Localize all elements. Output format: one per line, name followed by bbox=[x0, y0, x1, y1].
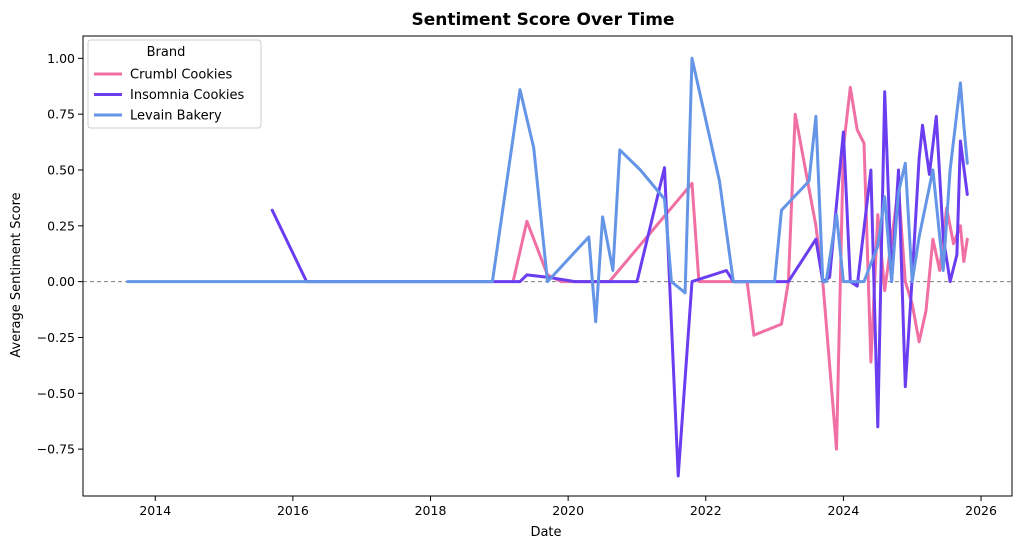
plot-area bbox=[83, 56, 1012, 478]
y-tick-label: 0.75 bbox=[47, 107, 75, 122]
y-tick-label: −0.75 bbox=[37, 442, 75, 457]
legend-box bbox=[87, 39, 262, 129]
x-tick-label: 2014 bbox=[139, 503, 171, 518]
x-axis: 2014 2016 2018 2020 2022 2024 2026 bbox=[139, 496, 997, 518]
series-line-0 bbox=[511, 85, 969, 451]
x-tick-label: 2024 bbox=[827, 503, 859, 518]
x-tick-label: 2020 bbox=[552, 503, 584, 518]
legend-label-2: Levain Bakery bbox=[130, 109, 222, 124]
y-tick-label: 0.50 bbox=[47, 162, 75, 177]
legend-entries: Crumbl Cookies Insomnia Cookies Levain Bak… bbox=[94, 68, 245, 124]
x-tick-label: 2026 bbox=[965, 503, 997, 518]
chart-title: Sentiment Score Over Time bbox=[411, 10, 674, 30]
y-tick-label: 1.00 bbox=[47, 51, 75, 66]
y-tick-label: −0.25 bbox=[37, 330, 75, 345]
legend-label-0: Crumbl Cookies bbox=[130, 68, 232, 83]
legend-label-1: Insomnia Cookies bbox=[130, 88, 245, 103]
x-tick-label: 2018 bbox=[415, 503, 447, 518]
y-tick-label: −0.50 bbox=[37, 386, 75, 401]
y-axis-label: Average Sentiment Score bbox=[9, 192, 24, 357]
plot-frame bbox=[82, 35, 1013, 497]
x-axis-label: Date bbox=[530, 525, 561, 540]
legend-title: Brand bbox=[147, 45, 186, 60]
y-tick-label: 0.25 bbox=[47, 218, 75, 233]
x-tick-label: 2016 bbox=[277, 503, 309, 518]
y-axis: −0.75 −0.50 −0.25 0.00 0.25 0.50 0.75 1.00 bbox=[37, 51, 83, 457]
y-tick-label: 0.00 bbox=[47, 274, 75, 289]
legend: Brand Crumbl Cookies Insomnia Cookies Leva… bbox=[87, 39, 262, 129]
x-tick-label: 2022 bbox=[690, 503, 722, 518]
series-line-2 bbox=[126, 56, 969, 324]
